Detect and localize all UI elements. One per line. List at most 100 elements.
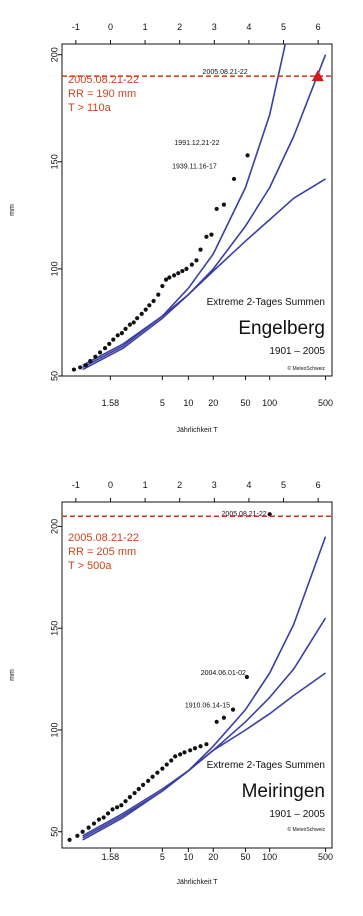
top-tick-label: 6: [316, 22, 321, 32]
fit-curve-3: [82, 44, 287, 369]
top-tick-label: 0: [108, 480, 113, 490]
data-point: [230, 707, 236, 712]
y-tick-label: 100: [49, 722, 59, 737]
x-tick-label: 20: [208, 852, 218, 862]
top-tick-label: 3: [212, 480, 217, 490]
data-point: [119, 803, 124, 808]
data-point: [123, 799, 128, 804]
data-point: [192, 746, 198, 751]
top-tick-label: 0: [108, 22, 113, 32]
chart-meiringen: -1 0 1 2 3 4 5 6 1.58 5 10 20 50 100 500 Jährlichkeit T…: [9, 480, 333, 886]
x-tick-label: 100: [262, 852, 277, 862]
data-point: [78, 365, 83, 370]
data-point: [155, 770, 160, 775]
data-point: [97, 350, 103, 355]
data-point: [127, 322, 132, 327]
top-tick-label: 4: [246, 480, 251, 490]
data-point: [198, 247, 203, 252]
plot-area: [67, 512, 327, 842]
event-annotation: 2005.08.21-22: [203, 69, 248, 76]
data-point: [184, 266, 189, 272]
event-label-line: RR = 205 mm: [68, 546, 136, 558]
period-label: 1901 – 2005: [269, 346, 325, 357]
data-point: [146, 778, 151, 783]
copyright: © MeteoSchweiz: [287, 365, 325, 372]
data-point: [167, 275, 172, 280]
top-tick-label: 1: [143, 480, 148, 490]
top-tick-label: -1: [72, 22, 80, 32]
data-point: [115, 805, 120, 810]
data-point: [204, 234, 209, 239]
data-point: [221, 202, 226, 207]
y-tick-label: 100: [49, 261, 59, 276]
event-annotation: 1910.06.14-15: [185, 703, 230, 710]
data-point: [180, 268, 185, 274]
event-annotation: 1939.11.16-17: [172, 163, 217, 170]
event-annotation: 2004.06.01-02: [201, 670, 246, 677]
data-point: [102, 346, 108, 351]
event-label-line: T > 500a: [68, 560, 112, 572]
event-label-line: 2005.08.21-22: [68, 74, 139, 86]
fit-curve-2: [82, 178, 326, 367]
x-tick-label: 1.58: [102, 398, 120, 408]
chart-subtitle: Extreme 2-Tages Summen: [207, 297, 325, 308]
fit-curve-1: [82, 617, 327, 839]
data-point: [110, 807, 115, 812]
x-tick-label: 50: [241, 398, 251, 408]
data-point: [164, 762, 169, 767]
fit-curve-1: [82, 54, 327, 371]
y-tick-label: 150: [49, 154, 59, 169]
data-point: [86, 825, 91, 830]
x-axis-title: Jährlichkeit T: [176, 879, 218, 886]
top-tick-label: 4: [246, 22, 251, 32]
data-point: [83, 363, 88, 368]
data-point: [160, 766, 165, 771]
data-point: [71, 367, 77, 372]
top-tick-label: 5: [281, 480, 286, 490]
x-tick-label: 500: [318, 398, 333, 408]
data-point: [244, 674, 249, 680]
plot-frame: [61, 501, 333, 849]
x-tick-label: 5: [160, 398, 165, 408]
data-point: [188, 748, 193, 753]
top-tick-label: 2: [177, 480, 182, 490]
data-point: [96, 817, 102, 822]
period-label: 1901 – 2005: [269, 809, 325, 820]
y-axis-title: mm: [9, 204, 16, 216]
data-point: [214, 719, 219, 724]
y-tick-label: 150: [49, 621, 59, 636]
x-tick-label: 20: [208, 398, 218, 408]
y-tick-label: 200: [49, 519, 59, 534]
data-point: [231, 176, 237, 182]
data-point: [135, 316, 140, 321]
plot-area: [71, 44, 327, 372]
data-point: [176, 271, 181, 276]
station-name: Meiringen: [242, 781, 325, 802]
x-tick-label: 10: [183, 852, 193, 862]
top-tick-label: 3: [212, 22, 217, 32]
data-point: [163, 277, 169, 282]
data-point: [189, 262, 194, 267]
data-point: [80, 829, 85, 834]
data-point: [136, 786, 141, 792]
data-point: [147, 303, 152, 308]
y-axis-title: mm: [9, 669, 16, 681]
data-point: [150, 774, 155, 779]
data-point: [221, 715, 226, 720]
data-point: [151, 298, 156, 304]
chart-engelberg: -1 0 1 2 3 4 5 6 1.58 5 10 20 50 100 500 Jährlichkeit T…: [9, 22, 333, 434]
x-tick-label: 100: [262, 398, 277, 408]
data-point: [91, 821, 97, 826]
top-tick-label: 5: [281, 22, 286, 32]
y-tick-label: 50: [49, 827, 59, 837]
top-tick-label: 1: [143, 22, 148, 32]
data-point: [131, 320, 136, 325]
data-point: [267, 512, 272, 517]
data-point: [127, 795, 132, 800]
event-label-line: T > 110a: [68, 102, 112, 114]
data-point: [178, 752, 183, 757]
x-tick-label: 500: [318, 852, 333, 862]
event-marker: [311, 70, 324, 82]
event-annotation: 2005.08.21-22: [222, 511, 267, 518]
event-label-line: RR = 190 mm: [68, 88, 136, 100]
